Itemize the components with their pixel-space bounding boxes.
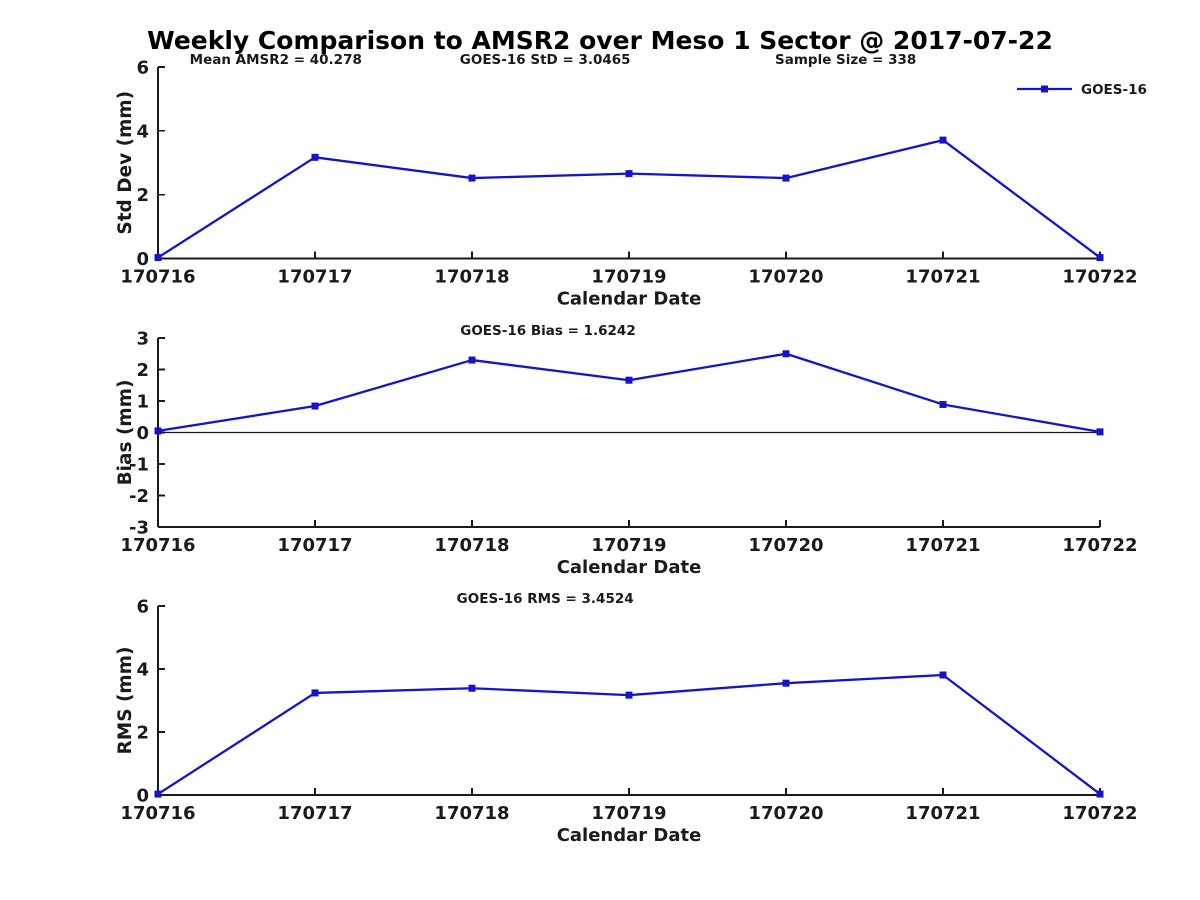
x-axis-label: Calendar Date	[557, 289, 702, 310]
x-tick-label: 170720	[748, 803, 823, 824]
x-tick-label: 170717	[277, 267, 352, 288]
y-tick-label: 0	[136, 249, 149, 270]
legend-marker	[1041, 85, 1048, 93]
goes16-line	[157, 352, 1101, 434]
goes16-marker	[311, 689, 319, 697]
y-tick-label: 6	[136, 597, 149, 618]
goes16-marker	[782, 679, 790, 687]
y-tick-label: 0	[136, 786, 149, 807]
x-tick-label: 170716	[120, 535, 195, 556]
goes16-marker	[625, 691, 633, 699]
y-axis-label: Bias (mm)	[115, 380, 136, 486]
y-tick-label: -2	[129, 486, 149, 507]
goes16-marker	[1096, 428, 1104, 436]
x-axis-label: Calendar Date	[557, 557, 702, 578]
goes16-marker	[154, 427, 162, 435]
y-tick-label: 2	[136, 360, 149, 381]
x-tick-label: 170722	[1062, 535, 1137, 556]
x-tick-label: 170717	[277, 803, 352, 824]
x-axis-label: Calendar Date	[557, 825, 702, 846]
goes16-marker	[782, 350, 790, 358]
y-tick-label: 6	[136, 58, 149, 79]
goes16-marker	[154, 254, 162, 262]
y-axis-label: RMS (mm)	[115, 647, 136, 755]
goes16-marker	[939, 136, 947, 144]
y-tick-label: -1	[129, 455, 149, 476]
x-tick-label: 170720	[748, 267, 823, 288]
goes16-marker	[468, 356, 476, 364]
y-tick-label: 0	[136, 423, 149, 444]
goes16-marker	[154, 790, 162, 798]
subplot-bias: -3 -2 -1 0 1 2 3 170716 170717 170718 170719 170720…	[115, 323, 1138, 578]
x-tick-label: 170719	[591, 267, 666, 288]
x-tick-label: 170721	[905, 803, 980, 824]
legend: GOES-16	[1017, 82, 1147, 98]
y-tick-label: 4	[136, 121, 149, 142]
goes16-marker	[625, 170, 633, 178]
y-tick-label: 3	[136, 329, 149, 350]
goes16-marker	[311, 402, 319, 410]
goes16-marker	[311, 153, 319, 161]
x-tick-label: 170718	[434, 267, 509, 288]
subplot-std-dev: 0 2 4 6 170716 170717 170718 170719 170720 170721…	[115, 52, 1147, 310]
figure-title: Weekly Comparison to AMSR2 over Meso 1 S…	[147, 26, 1053, 55]
y-tick-label: 1	[136, 392, 149, 413]
goes16-marker	[1096, 790, 1104, 798]
panel-annotation: GOES-16 RMS = 3.4524	[457, 591, 634, 607]
x-tick-label: 170716	[120, 803, 195, 824]
x-tick-label: 170716	[120, 267, 195, 288]
goes16-marker	[1096, 254, 1104, 262]
x-tick-label: 170720	[748, 535, 823, 556]
y-tick-label: 2	[136, 185, 149, 206]
x-tick-label: 170722	[1062, 267, 1137, 288]
goes16-marker	[625, 376, 633, 384]
legend-label: GOES-16	[1081, 82, 1147, 98]
subplot-rms: 0 2 4 6 170716 170717 170718 170719 170720 170721…	[115, 591, 1138, 846]
goes16-marker	[468, 684, 476, 692]
x-tick-label: 170717	[277, 535, 352, 556]
panel-annotation: GOES-16 Bias = 1.6242	[460, 323, 635, 339]
panel-annotation: Sample Size = 338	[775, 52, 916, 68]
goes16-marker	[468, 174, 476, 182]
goes16-line	[157, 138, 1101, 259]
goes16-marker	[939, 671, 947, 679]
panel-annotation: GOES-16 StD = 3.0465	[460, 52, 631, 68]
y-tick-label: 4	[136, 660, 149, 681]
goes16-marker	[782, 174, 790, 182]
x-tick-label: 170718	[434, 535, 509, 556]
x-tick-label: 170722	[1062, 803, 1137, 824]
y-axis-label: Std Dev (mm)	[115, 91, 136, 235]
goes16-marker	[939, 400, 947, 408]
x-tick-label: 170721	[905, 535, 980, 556]
x-tick-label: 170719	[591, 803, 666, 824]
y-tick-label: 2	[136, 723, 149, 744]
x-tick-label: 170719	[591, 535, 666, 556]
x-tick-label: 170721	[905, 267, 980, 288]
panel-annotation: Mean AMSR2 = 40.278	[190, 52, 362, 68]
y-tick-label: -3	[129, 518, 149, 539]
x-tick-label: 170718	[434, 803, 509, 824]
